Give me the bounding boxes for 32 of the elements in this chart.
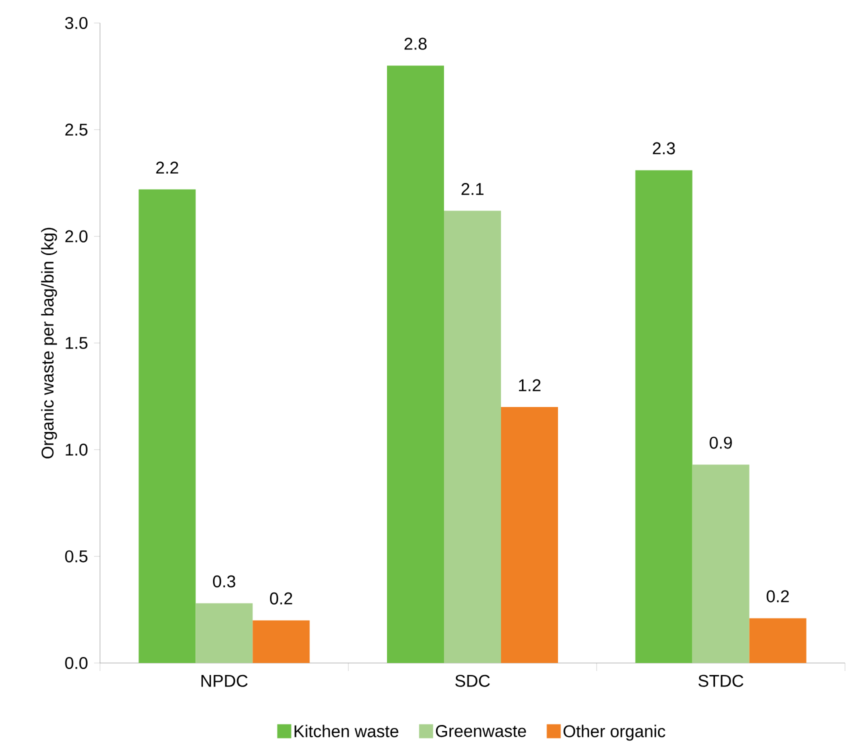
data-label: 2.2 — [156, 162, 178, 174]
x-tick-label: NPDC — [201, 674, 248, 687]
y-axis-title: Organic waste per bag/bin (kg) — [41, 228, 57, 458]
bar — [749, 618, 806, 663]
bar — [387, 66, 444, 663]
data-label: 2.3 — [652, 142, 675, 154]
data-label: 0.2 — [766, 590, 789, 602]
bar — [501, 407, 558, 663]
y-tick-label: 1.5 — [66, 337, 88, 349]
bar — [252, 620, 310, 663]
y-tick-label: 1.0 — [66, 444, 88, 456]
legend-label: Other organic — [564, 724, 666, 741]
data-label: 2.8 — [404, 38, 427, 50]
legend-label: Greenwaste — [436, 725, 526, 738]
y-tick-label: 0.0 — [65, 656, 88, 670]
data-label: 0.3 — [213, 575, 236, 588]
legend-label: Kitchen waste — [294, 724, 398, 738]
x-tick-label: STDC — [698, 674, 744, 687]
x-tick-label: SDC — [455, 674, 490, 687]
data-label: 0.9 — [710, 436, 732, 449]
bar — [635, 170, 692, 663]
data-label: 0.2 — [270, 592, 292, 604]
bar — [196, 603, 253, 663]
data-label: 2.1 — [462, 182, 484, 195]
y-tick-label: 3.0 — [65, 16, 88, 30]
y-tick-label: 2.0 — [65, 230, 88, 242]
y-tick-label: 2.5 — [65, 124, 88, 136]
bar — [138, 189, 196, 663]
data-label: 1.2 — [518, 379, 540, 392]
bar — [444, 210, 502, 663]
bar — [692, 464, 750, 663]
y-tick-label: 0.5 — [65, 550, 88, 562]
